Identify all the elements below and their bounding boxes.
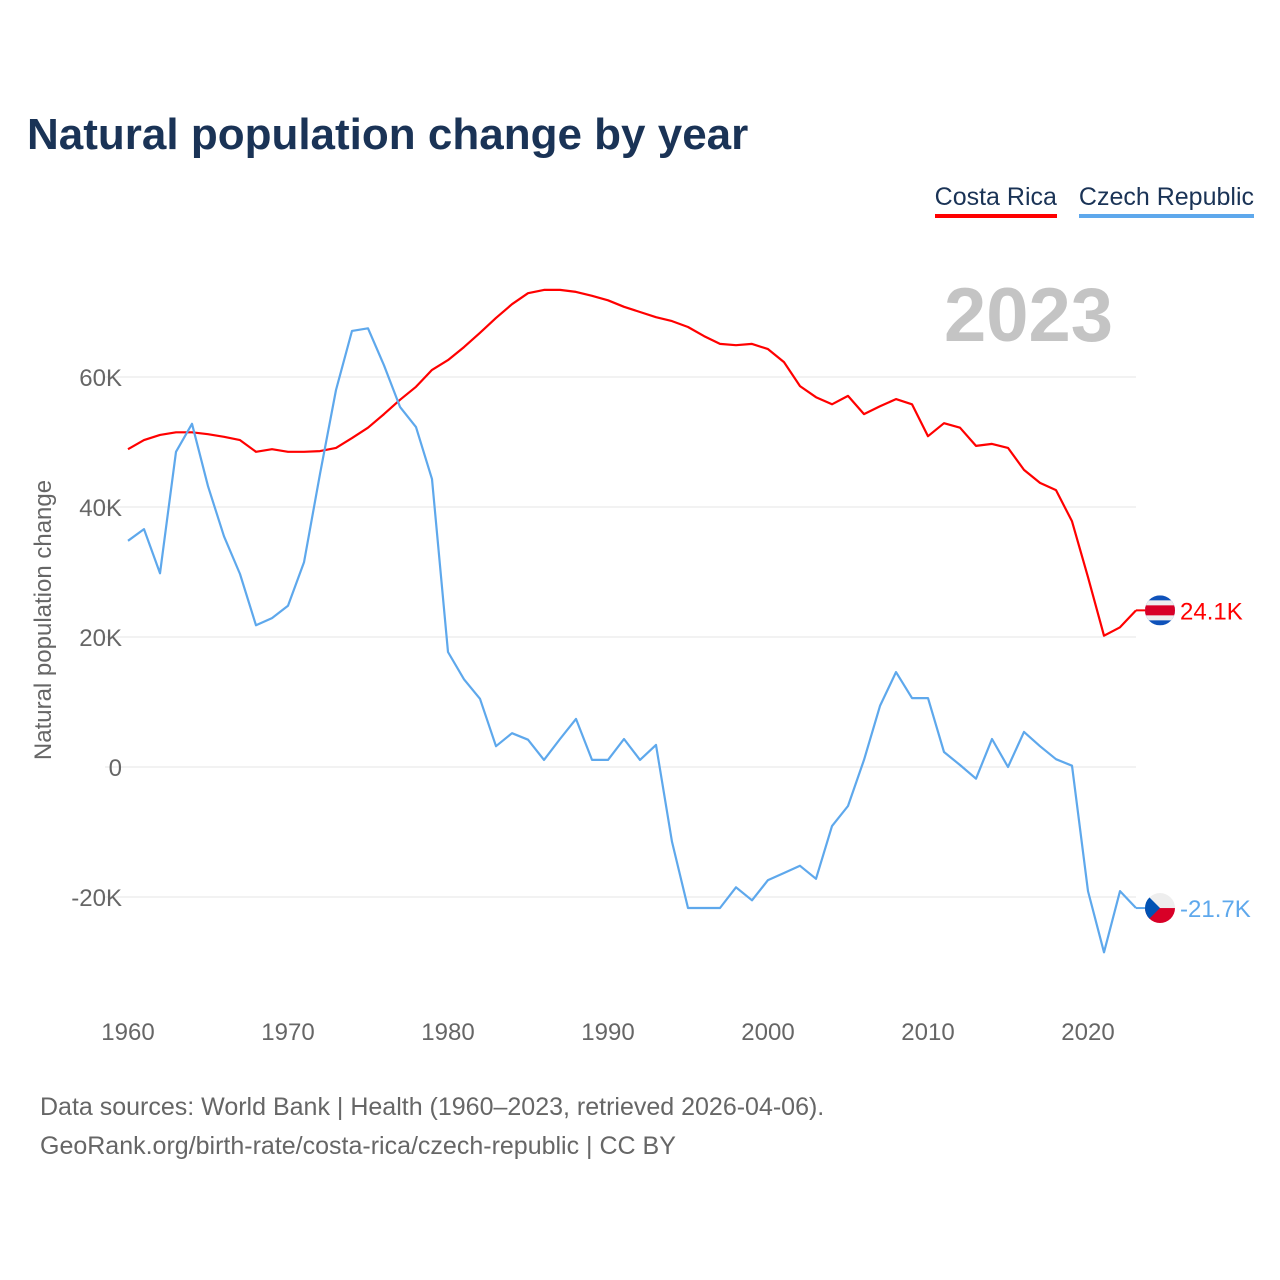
x-tick-label: 2000 [741,1019,794,1046]
y-tick-label: 40K [79,495,122,522]
y-axis-label: Natural population change [30,480,57,760]
flag-triangle [1145,893,1160,924]
year-label: 2023 [944,273,1114,358]
flag-red [1145,605,1175,616]
end-value-label: 24.1K [1180,598,1243,625]
y-tick-label: 60K [79,365,122,392]
series-line-costa-rica [127,288,1137,637]
czech-republic-flag-icon [1145,893,1175,924]
x-tick-label: 1980 [421,1019,474,1046]
source-url[interactable]: GeoRank.org/birth-rate/costa-rica/czech-… [40,1132,676,1160]
x-tick-label: 1970 [261,1019,314,1046]
x-tick-label: 1960 [101,1019,154,1046]
x-tick-label: 2010 [901,1019,954,1046]
chart-title: Natural population change by year [27,110,749,159]
x-tick-label: 2020 [1061,1019,1114,1046]
source-line: Data sources: World Bank | Health (1960–… [40,1093,825,1121]
x-tick-label: 1990 [581,1019,634,1046]
data-source-footer: Data sources: World Bank | Health (1960–… [40,1088,824,1166]
y-tick-label: 20K [79,625,122,652]
y-tick-label: 0 [109,755,122,782]
y-tick-label: -20K [71,885,122,912]
flag [1145,893,1175,924]
end-value-label: -21.7K [1180,896,1251,923]
legend-czech-republic[interactable]: Czech Republic [1078,183,1254,218]
legend-costa-rica[interactable]: Costa Rica [934,183,1057,218]
costa-rica-flag-icon [1145,595,1175,626]
legend: Costa Rica Czech Republic [934,183,1254,218]
series-line-czech-republic [127,327,1137,954]
flag [1145,595,1175,626]
